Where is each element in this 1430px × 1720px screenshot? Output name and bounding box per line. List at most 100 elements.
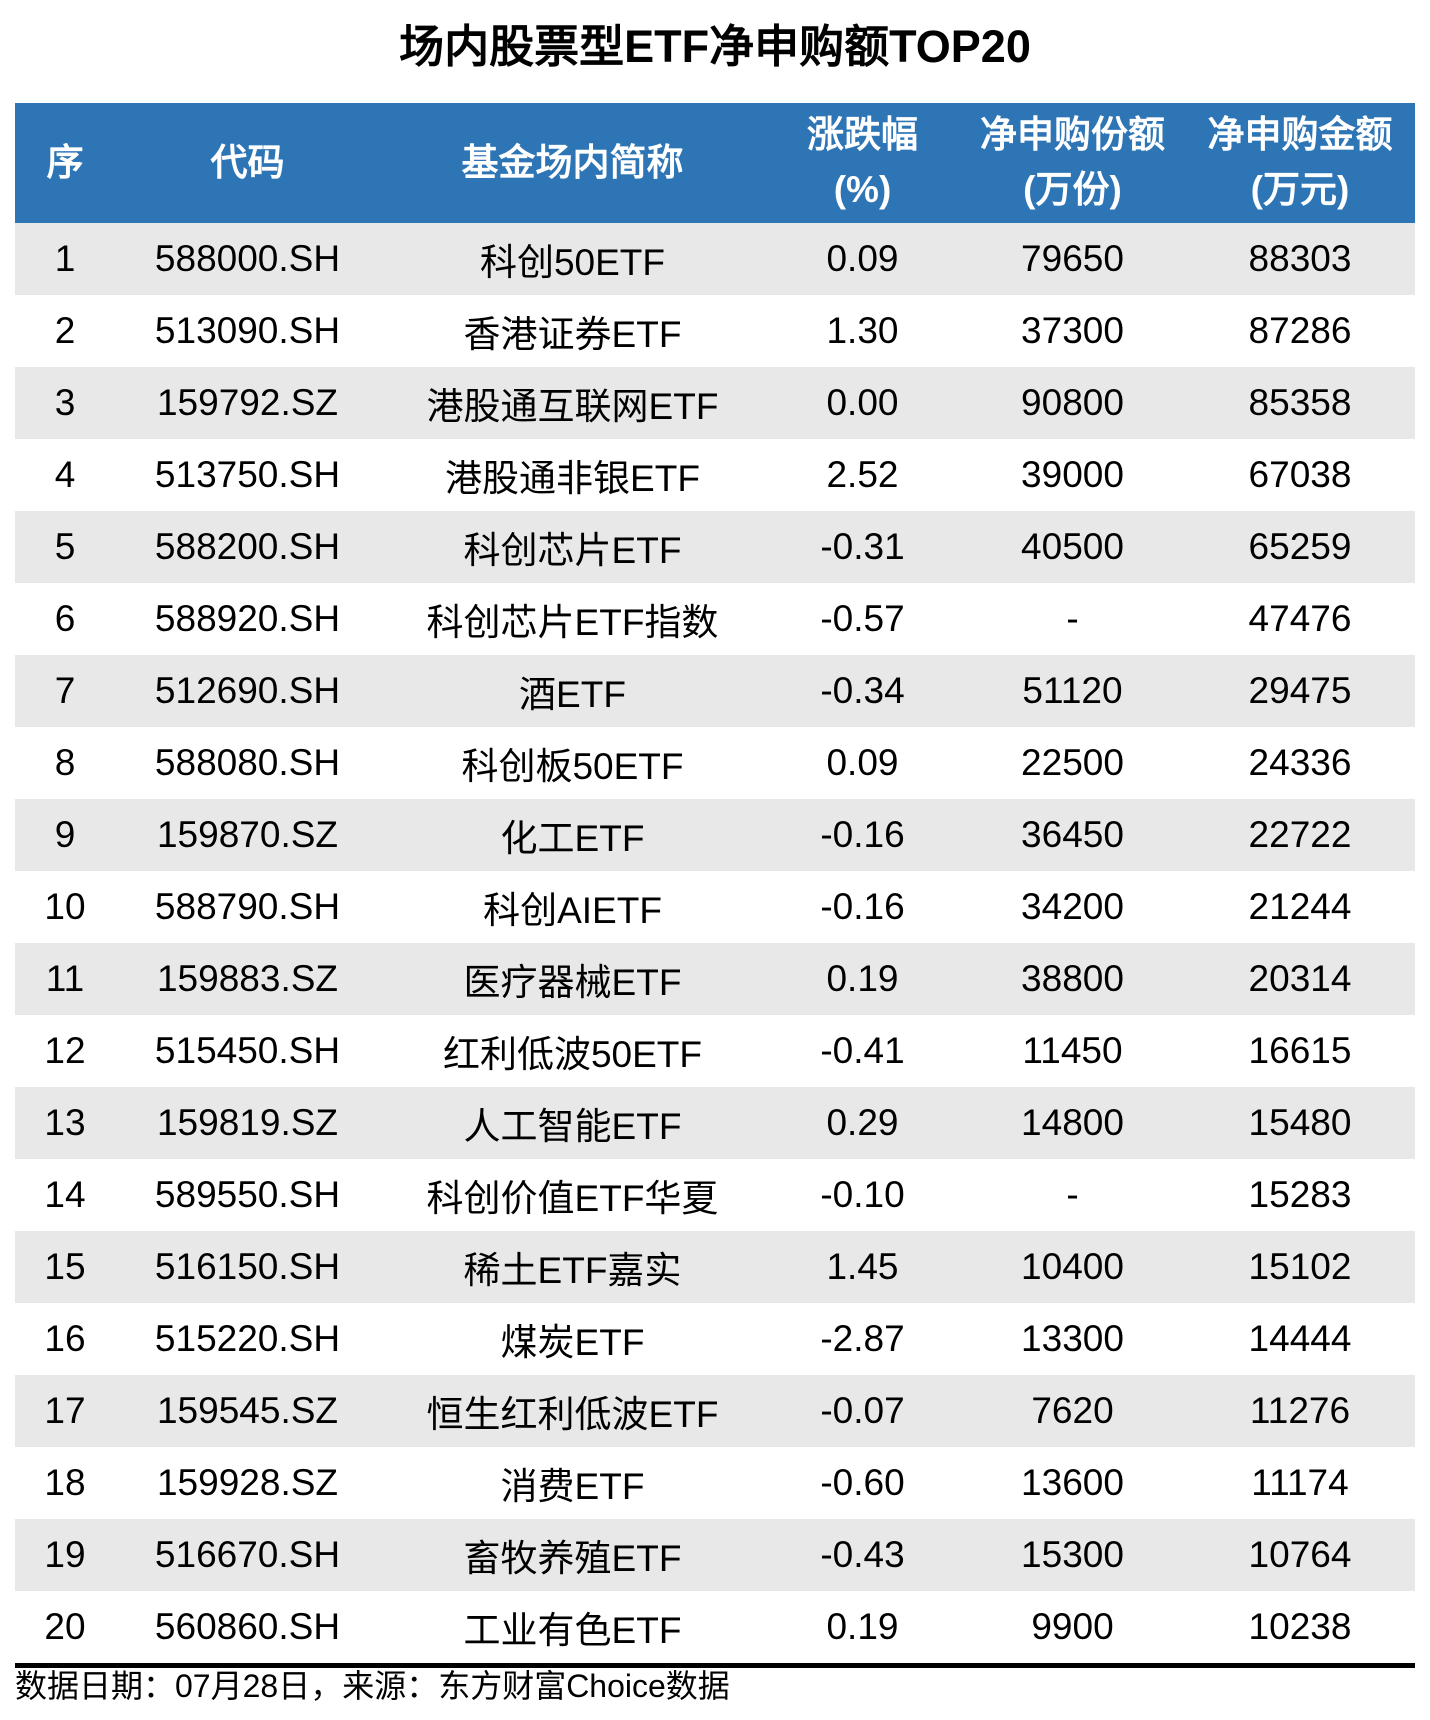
cell-net-sub-shares: 9900 xyxy=(1031,1606,1114,1647)
cell-net-sub-amount: 15102 xyxy=(1248,1246,1352,1287)
cell-code: 159819.SZ xyxy=(156,1102,339,1143)
cell-rank: 7 xyxy=(54,670,76,711)
table-row: 4 513750.SH 港股通非银ETF 2.52 39000 67038 xyxy=(15,439,1415,511)
cell-change-pct: 1.45 xyxy=(826,1246,899,1287)
cell-name: 港股通非银ETF xyxy=(445,458,700,499)
cell-rank: 20 xyxy=(44,1606,86,1647)
cell-code: 159870.SZ xyxy=(156,814,339,855)
cell-rank: 10 xyxy=(44,886,86,927)
cell-name: 畜牧养殖ETF xyxy=(463,1538,682,1579)
table-row: 2 513090.SH 香港证券ETF 1.30 37300 87286 xyxy=(15,295,1415,367)
cell-change-pct: -0.07 xyxy=(820,1390,905,1431)
column-header-line2: (万元) xyxy=(1250,169,1350,210)
cell-change-pct: 0.19 xyxy=(826,1606,899,1647)
cell-code: 516150.SH xyxy=(154,1246,341,1287)
column-header-net-sub-amount: 净申购金额 (万元) xyxy=(1185,103,1415,223)
table-row: 13 159819.SZ 人工智能ETF 0.29 14800 15480 xyxy=(15,1087,1415,1159)
cell-code: 513090.SH xyxy=(154,310,341,351)
column-header-line1: 净申购份额 xyxy=(980,114,1165,156)
column-header-line2: (%) xyxy=(833,169,892,210)
cell-rank: 11 xyxy=(45,958,85,999)
table-row: 12 515450.SH 红利低波50ETF -0.41 11450 16615 xyxy=(15,1015,1415,1087)
etf-table: 序 代码 基金场内简称 涨跌幅 (%) 净申购份额 (万份) 净申购金额 (万元) 1 58800… xyxy=(15,103,1415,1663)
cell-net-sub-shares: 34200 xyxy=(1021,886,1124,927)
cell-net-sub-shares: 22500 xyxy=(1021,742,1124,783)
cell-code: 588920.SH xyxy=(154,598,341,639)
cell-net-sub-shares: 7620 xyxy=(1031,1390,1114,1431)
cell-net-sub-shares: 39000 xyxy=(1021,454,1124,495)
cell-net-sub-shares: 40500 xyxy=(1021,526,1124,567)
cell-code: 159545.SZ xyxy=(156,1390,339,1431)
cell-change-pct: -0.16 xyxy=(820,814,905,855)
table-row: 11 159883.SZ 医疗器械ETF 0.19 38800 20314 xyxy=(15,943,1415,1015)
table-header: 序 代码 基金场内简称 涨跌幅 (%) 净申购份额 (万份) 净申购金额 (万元) xyxy=(15,103,1415,223)
cell-rank: 19 xyxy=(44,1534,86,1575)
cell-name: 煤炭ETF xyxy=(500,1322,645,1363)
cell-net-sub-amount: 10764 xyxy=(1248,1534,1352,1575)
cell-rank: 14 xyxy=(44,1174,86,1215)
table-row: 6 588920.SH 科创芯片ETF指数 -0.57 - 47476 xyxy=(15,583,1415,655)
cell-change-pct: 0.00 xyxy=(826,382,899,423)
cell-code: 588790.SH xyxy=(154,886,341,927)
cell-net-sub-amount: 11174 xyxy=(1251,1462,1349,1503)
column-header-line1: 代码 xyxy=(210,141,285,183)
table-row: 7 512690.SH 酒ETF -0.34 51120 29475 xyxy=(15,655,1415,727)
cell-rank: 13 xyxy=(44,1102,86,1143)
table-row: 14 589550.SH 科创价值ETF华夏 -0.10 - 15283 xyxy=(15,1159,1415,1231)
cell-net-sub-shares: 90800 xyxy=(1021,382,1124,423)
cell-name: 港股通互联网ETF xyxy=(426,386,719,427)
cell-change-pct: 1.30 xyxy=(826,310,899,351)
column-header-line1: 序 xyxy=(46,141,84,183)
cell-name: 消费ETF xyxy=(500,1466,645,1507)
table-row: 3 159792.SZ 港股通互联网ETF 0.00 90800 85358 xyxy=(15,367,1415,439)
cell-name: 科创AIETF xyxy=(483,890,662,931)
cell-net-sub-amount: 11276 xyxy=(1249,1390,1351,1431)
cell-net-sub-amount: 29475 xyxy=(1248,670,1352,711)
table-row: 16 515220.SH 煤炭ETF -2.87 13300 14444 xyxy=(15,1303,1415,1375)
footer-divider xyxy=(15,1663,1415,1668)
cell-code: 588000.SH xyxy=(154,238,341,279)
column-header-change-pct: 涨跌幅 (%) xyxy=(765,103,960,223)
cell-change-pct: -0.34 xyxy=(820,670,905,711)
cell-code: 516670.SH xyxy=(154,1534,341,1575)
cell-net-sub-amount: 87286 xyxy=(1248,310,1352,351)
data-source-note: 数据日期：07月28日，来源：东方财富Choice数据 xyxy=(15,1668,730,1704)
cell-net-sub-amount: 15480 xyxy=(1248,1102,1352,1143)
cell-net-sub-amount: 24336 xyxy=(1248,742,1352,783)
cell-change-pct: -0.60 xyxy=(820,1462,905,1503)
cell-net-sub-amount: 85358 xyxy=(1248,382,1352,423)
column-header-line1: 基金场内简称 xyxy=(461,141,684,183)
cell-name: 科创芯片ETF xyxy=(463,530,682,571)
table-row: 1 588000.SH 科创50ETF 0.09 79650 88303 xyxy=(15,223,1415,295)
cell-net-sub-amount: 65259 xyxy=(1248,526,1352,567)
cell-code: 589550.SH xyxy=(154,1174,341,1215)
column-header-code: 代码 xyxy=(115,103,380,223)
cell-net-sub-amount: 16615 xyxy=(1248,1030,1352,1071)
cell-change-pct: -2.87 xyxy=(820,1318,905,1359)
table-row: 20 560860.SH 工业有色ETF 0.19 9900 10238 xyxy=(15,1591,1415,1663)
table-row: 5 588200.SH 科创芯片ETF -0.31 40500 65259 xyxy=(15,511,1415,583)
cell-change-pct: -0.10 xyxy=(820,1174,905,1215)
cell-code: 515450.SH xyxy=(154,1030,341,1071)
cell-rank: 6 xyxy=(54,598,76,639)
cell-change-pct: -0.16 xyxy=(820,886,905,927)
cell-change-pct: 2.52 xyxy=(826,454,899,495)
cell-code: 159928.SZ xyxy=(156,1462,339,1503)
cell-rank: 4 xyxy=(54,454,76,495)
table-row: 9 159870.SZ 化工ETF -0.16 36450 22722 xyxy=(15,799,1415,871)
cell-name: 人工智能ETF xyxy=(463,1106,682,1147)
cell-net-sub-shares: 14800 xyxy=(1021,1102,1124,1143)
column-header-rank: 序 xyxy=(15,103,115,223)
column-header-net-sub-shares: 净申购份额 (万份) xyxy=(960,103,1185,223)
cell-name: 红利低波50ETF xyxy=(442,1034,703,1075)
cell-rank: 15 xyxy=(44,1246,86,1287)
cell-net-sub-amount: 67038 xyxy=(1248,454,1352,495)
cell-name: 科创价值ETF华夏 xyxy=(426,1178,719,1219)
table-row: 8 588080.SH 科创板50ETF 0.09 22500 24336 xyxy=(15,727,1415,799)
cell-net-sub-shares: 79650 xyxy=(1021,238,1124,279)
cell-rank: 12 xyxy=(44,1030,86,1071)
cell-net-sub-amount: 21244 xyxy=(1248,886,1352,927)
cell-code: 513750.SH xyxy=(154,454,341,495)
cell-name: 化工ETF xyxy=(500,818,645,859)
cell-code: 512690.SH xyxy=(154,670,341,711)
